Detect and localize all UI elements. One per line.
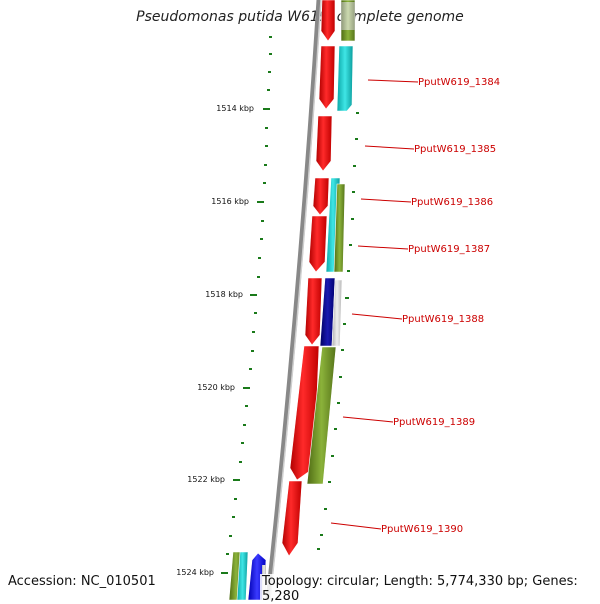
gene-label-1386[interactable]: PputW619_1386 bbox=[411, 197, 493, 208]
genome-backbone bbox=[265, 0, 322, 600]
feature-olive bbox=[333, 183, 346, 273]
leader-line bbox=[357, 245, 409, 250]
leader-line bbox=[351, 313, 403, 320]
cds-arrow bbox=[320, 0, 336, 42]
ruler-label-1516: 1516 kbp bbox=[211, 197, 249, 206]
accession-text: Accession: NC_010501 bbox=[8, 574, 156, 589]
leader-line bbox=[342, 416, 394, 423]
ruler-label-1520: 1520 kbp bbox=[197, 383, 235, 392]
ruler-label-1514: 1514 kbp bbox=[216, 104, 254, 113]
forward-strand-features bbox=[228, 0, 356, 600]
gene-label-1390[interactable]: PputW619_1390 bbox=[381, 524, 463, 535]
gene-labels: PputW619_1384 PputW619_1385 PputW619_138… bbox=[330, 77, 500, 535]
cds-arrow bbox=[312, 177, 330, 216]
gene-label-1388[interactable]: PputW619_1388 bbox=[402, 314, 484, 325]
cds-arrow bbox=[315, 115, 333, 172]
cds-arrow bbox=[304, 277, 323, 346]
leader-line bbox=[364, 145, 415, 150]
feature-cyan bbox=[336, 45, 354, 112]
cds-arrow bbox=[308, 215, 328, 273]
feature-cyan bbox=[236, 551, 249, 600]
cds-arrow bbox=[281, 480, 303, 557]
inner-ruler-track bbox=[221, 36, 272, 574]
map-title: Pseudomonas putida W619, complete genome bbox=[136, 9, 464, 25]
gene-label-1387[interactable]: PputW619_1387 bbox=[408, 244, 490, 255]
feature-gray bbox=[331, 279, 343, 347]
genome-info-text: Topology: circular; Length: 5,774,330 bp… bbox=[260, 574, 600, 604]
gene-label-1385[interactable]: PputW619_1385 bbox=[414, 144, 496, 155]
ruler-label-1522: 1522 kbp bbox=[187, 475, 225, 484]
genome-backbone-highlight bbox=[269, 0, 322, 600]
feature-gray bbox=[341, 2, 355, 30]
outer-tick-track bbox=[317, 112, 359, 550]
leader-line bbox=[367, 79, 419, 83]
leader-line bbox=[330, 522, 382, 530]
leader-line bbox=[360, 198, 412, 203]
feature-olive bbox=[306, 346, 337, 485]
gene-label-1389[interactable]: PputW619_1389 bbox=[393, 417, 475, 428]
ruler-label-1518: 1518 kbp bbox=[205, 290, 243, 299]
gene-label-1384[interactable]: PputW619_1384 bbox=[418, 77, 500, 88]
ruler-label-1524: 1524 kbp bbox=[176, 568, 214, 577]
cds-arrow bbox=[318, 45, 336, 110]
